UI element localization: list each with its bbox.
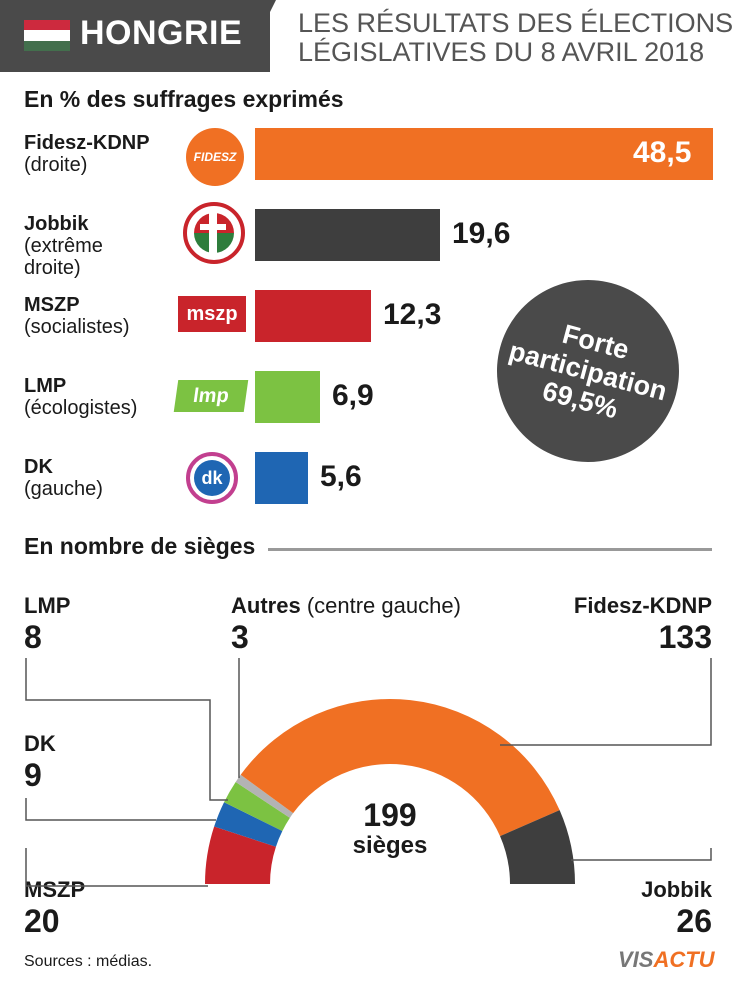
party-description: (gauche) bbox=[24, 478, 103, 500]
participation-bubble: Forte participation 69,5% bbox=[476, 259, 700, 483]
seat-segment-jobbik bbox=[500, 810, 575, 884]
seat-segment-autres bbox=[235, 774, 294, 818]
party-name: LMP bbox=[24, 375, 67, 397]
vote-bar-jobbik bbox=[255, 209, 440, 261]
vote-value-dk: 5,6 bbox=[320, 460, 362, 493]
lmp-logo-icon: lmp bbox=[173, 380, 249, 412]
header-slant bbox=[240, 0, 276, 72]
seat-label-autres: Autres (centre gauche) bbox=[231, 593, 461, 618]
seat-label-mszp: MSZP bbox=[24, 877, 86, 902]
party-description: (écologistes) bbox=[24, 397, 138, 419]
vote-bar-mszp bbox=[255, 290, 371, 342]
visactu-logo: VISACTU bbox=[618, 947, 715, 972]
vote-value-jobbik: 19,6 bbox=[452, 217, 511, 250]
vote-value-lmp: 6,9 bbox=[332, 379, 374, 412]
source-note: Sources : médias. bbox=[24, 953, 153, 970]
leader-line-jobbik bbox=[571, 848, 712, 861]
party-name: MSZP bbox=[24, 294, 80, 316]
seat-segment-mszp bbox=[205, 826, 276, 884]
fidesz-logo-icon: FIDESZ bbox=[186, 128, 244, 186]
seats-section-title: En nombre de sièges bbox=[24, 533, 256, 559]
party-name: DK bbox=[24, 456, 53, 478]
party-label-lmp: LMP (écologistes) bbox=[24, 375, 137, 419]
seat-label-lmp: LMP bbox=[24, 593, 71, 618]
hungary-flag-icon bbox=[24, 20, 70, 51]
seat-label-jobbik: Jobbik bbox=[641, 877, 712, 902]
seat-segment-lmp bbox=[224, 781, 290, 831]
seat-label-dk: DK bbox=[24, 731, 56, 756]
vote-value-fidesz: 48,5 bbox=[633, 136, 692, 169]
country-name: HONGRIE bbox=[80, 14, 243, 52]
party-label-jobbik: Jobbik (extrême droite) bbox=[24, 213, 134, 279]
leader-line-dk bbox=[25, 798, 216, 821]
party-name: Jobbik bbox=[24, 213, 89, 235]
seat-segment-dk bbox=[214, 802, 283, 847]
vote-bar-dk bbox=[255, 452, 308, 504]
header-banner: HONGRIE LES RÉSULTATS DES ÉLECTIONS LÉGI… bbox=[0, 0, 738, 72]
leader-line-lmp bbox=[25, 658, 228, 801]
seat-count-lmp: 8 bbox=[24, 619, 42, 655]
seat-total-number: 199 bbox=[363, 797, 417, 833]
vote-value-mszp: 12,3 bbox=[383, 298, 442, 331]
party-label-mszp: MSZP (socialistes) bbox=[24, 294, 130, 338]
seat-count-mszp: 20 bbox=[24, 903, 60, 939]
party-name: Fidesz-KDNP bbox=[24, 132, 150, 154]
seat-total-label: sièges bbox=[352, 832, 428, 859]
seat-label-fidesz: Fidesz-KDNP bbox=[573, 593, 712, 618]
page-title: LES RÉSULTATS DES ÉLECTIONS LÉGISLATIVES… bbox=[298, 8, 734, 67]
leader-line-fidesz bbox=[500, 658, 712, 746]
section-divider bbox=[268, 548, 712, 551]
party-label-fidesz: Fidesz-KDNP (droite) bbox=[24, 132, 150, 176]
vote-bar-lmp bbox=[255, 371, 320, 423]
seat-count-fidesz: 133 bbox=[658, 619, 712, 655]
party-description: (extrême droite) bbox=[24, 235, 103, 279]
votes-section-title: En % des suffrages exprimés bbox=[24, 86, 344, 112]
dk-logo-icon: dk bbox=[186, 452, 238, 504]
mszp-logo-icon: mszp bbox=[178, 296, 246, 332]
party-label-dk: DK (gauche) bbox=[24, 456, 103, 500]
vote-bar-fidesz bbox=[255, 128, 713, 180]
party-description: (droite) bbox=[24, 154, 88, 176]
seat-count-jobbik: 26 bbox=[676, 903, 712, 939]
party-description: (socialistes) bbox=[24, 316, 130, 338]
seat-count-autres: 3 bbox=[231, 619, 249, 655]
seat-count-dk: 9 bbox=[24, 757, 42, 793]
